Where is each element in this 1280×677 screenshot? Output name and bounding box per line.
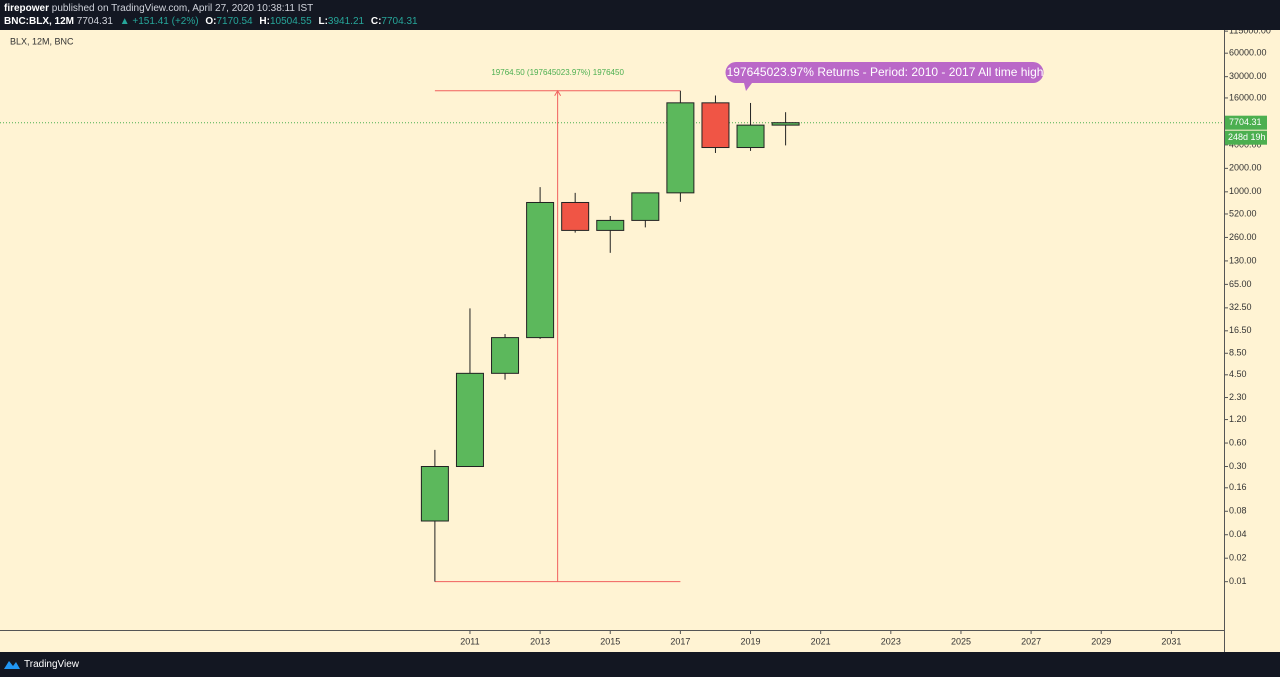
x-tick-label: 2025 [951, 636, 971, 646]
candle-body [491, 337, 520, 374]
y-tick-label: 115000.00 [1229, 30, 1271, 36]
candle-body [631, 192, 660, 221]
x-tick-label: 2029 [1091, 636, 1111, 646]
l-label: L: [318, 16, 328, 27]
candle-body [736, 124, 765, 149]
publish-line: firepower published on TradingView.com, … [4, 3, 317, 14]
o-label: O: [205, 16, 217, 27]
change: ▲ +151.41 (+2%) [119, 16, 199, 27]
x-tick-label: 2017 [670, 636, 690, 646]
candle-body [561, 201, 590, 231]
l-value: 3941.21 [327, 16, 365, 27]
y-tick-label: 0.60 [1229, 437, 1247, 447]
y-tick-label: 16.50 [1229, 325, 1252, 335]
h-label: H: [259, 16, 270, 27]
chart: BLX, 12M, BNC 115000.00 60000.00 30000.00 1… [0, 30, 1280, 652]
y-tick-label: 32.50 [1229, 302, 1252, 312]
candle-body [455, 372, 484, 468]
y-tick-label: 1000.00 [1229, 186, 1262, 196]
y-tick-label: 0.04 [1229, 529, 1247, 539]
y-tick-label: 16000.00 [1229, 92, 1267, 102]
y-tick-label: 60000.00 [1229, 48, 1267, 58]
chart-background [0, 30, 1280, 652]
x-tick-label: 2013 [530, 636, 550, 646]
y-tick-label: 0.16 [1229, 482, 1247, 492]
y-tick-label: 520.00 [1229, 208, 1257, 218]
o-value: 7170.54 [216, 16, 253, 27]
y-tick-label: 130.00 [1229, 255, 1257, 265]
y-tick-label: 0.02 [1229, 553, 1247, 563]
published: published on TradingView.com, April 27, … [51, 3, 314, 14]
c-label: C: [370, 16, 382, 27]
header: firepower published on TradingView.com, … [0, 0, 1280, 30]
h-value: 10504.55 [269, 16, 312, 27]
candle-body [666, 102, 695, 194]
price-label-bg [1225, 115, 1267, 130]
price-label: 7704.31 [1229, 117, 1262, 127]
y-tick-label: 30000.00 [1229, 71, 1267, 81]
y-tick-label: 1.20 [1229, 414, 1247, 424]
y-tick-label: 0.08 [1229, 506, 1247, 516]
candle-body [771, 122, 800, 126]
x-tick-label: 2027 [1021, 636, 1041, 646]
y-tick-label: 4.50 [1229, 369, 1247, 379]
y-tick-label: 2.30 [1229, 392, 1247, 402]
y-tick-label: 0.01 [1229, 576, 1247, 586]
legend-text: BLX, 12M, BNC [10, 36, 74, 46]
candle-body [420, 466, 449, 522]
logo [4, 661, 20, 669]
symbol: BNC:BLX, 12M [4, 16, 75, 27]
y-tick-label: 0.30 [1229, 461, 1247, 471]
candle-body [701, 102, 730, 149]
callout-text: 197645023.97% Returns - Period: 2010 - 2… [727, 65, 1044, 79]
brand[interactable]: TradingView [24, 659, 80, 670]
x-tick-label: 2031 [1161, 636, 1181, 646]
y-tick-label: 65.00 [1229, 279, 1252, 289]
footer: TradingView [0, 652, 1280, 677]
countdown: 248d 19h [1228, 132, 1266, 142]
y-tick-label: 2000.00 [1229, 163, 1262, 173]
y-tick-label: 8.50 [1229, 348, 1247, 358]
measure-arrow [554, 89, 562, 97]
ohlc-line: BNC:BLX, 12M 7704.31 ▲ +151.41 (+2%) O:7… [4, 16, 422, 27]
measure-label: 19764.50 (197645023.97%) 1976450 [491, 68, 624, 77]
x-tick-label: 2015 [600, 636, 620, 646]
x-tick-label: 2019 [741, 636, 761, 646]
c-value: 7704.31 [381, 16, 418, 27]
author[interactable]: firepower [4, 3, 50, 14]
countdown-bg [1225, 130, 1267, 145]
x-tick-label: 2011 [460, 636, 479, 646]
callout-bubble [725, 62, 1044, 91]
price: 7704.31 [76, 16, 113, 27]
x-tick-label: 2021 [811, 636, 831, 646]
candle-body [526, 201, 555, 339]
y-tick-label: 260.00 [1229, 232, 1257, 242]
x-tick-label: 2023 [881, 636, 901, 646]
candle-body [596, 219, 625, 231]
